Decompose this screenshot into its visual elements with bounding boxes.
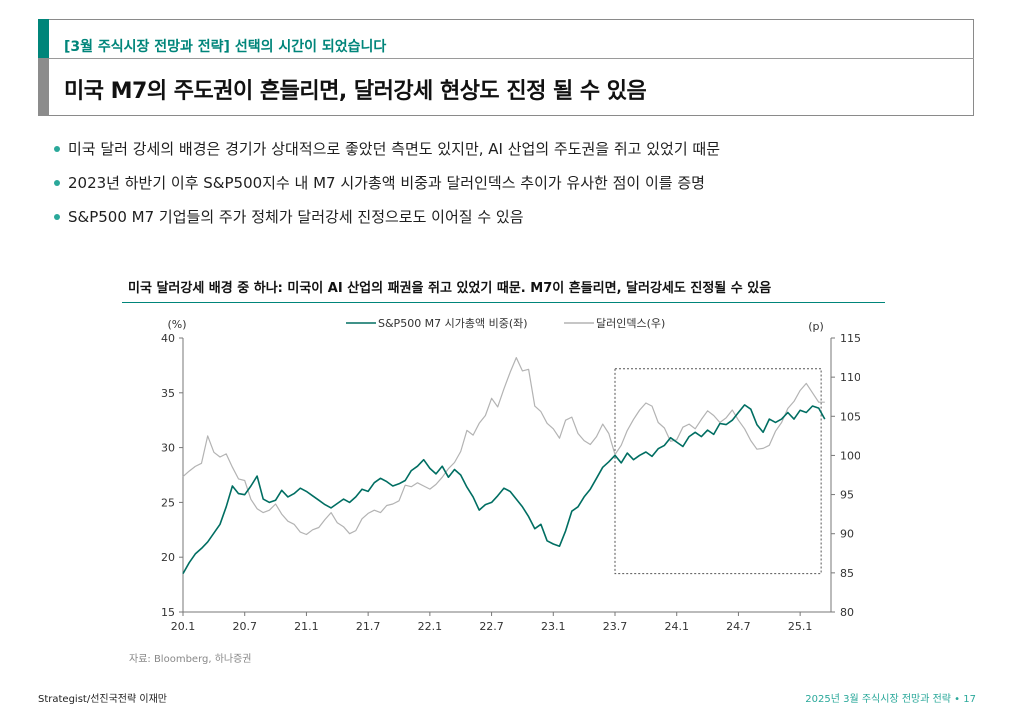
header-divider [49,58,974,59]
bullet-list: 미국 달러 강세의 배경은 경기가 상대적으로 좋았던 측면도 있지만, AI … [52,139,720,241]
y-left-tick-label: 30 [161,442,175,455]
header-box [38,19,974,116]
x-tick-label: 24.1 [664,620,689,633]
series-line-m7 [182,404,826,574]
bullet-item: S&P500 M7 기업들의 주가 정체가 달러강세 진정으로도 이어질 수 있… [52,207,720,241]
bullet-item: 2023년 하반기 이후 S&P500지수 내 M7 시가총액 비중과 달러인덱… [52,173,720,207]
x-tick-label: 20.1 [171,620,196,633]
y-right-tick-label: 90 [840,528,854,541]
y-left-tick-label: 35 [161,387,175,400]
y-right-tick-label: 95 [840,489,854,502]
header-subtitle: [3월 주식시장 전망과 전략] 선택의 시간이 되었습니다 [64,39,387,55]
chart-title-divider [122,302,885,303]
legend-label-m7: S&P500 M7 시가총액 비중(좌) [378,317,528,330]
highlight-box [614,368,822,575]
bullet-dot-icon [54,180,60,186]
x-tick-label: 20.7 [232,620,257,633]
x-tick-label: 22.1 [418,620,443,633]
y-left-unit: (%) [167,318,186,331]
y-right-tick-label: 80 [840,606,854,619]
chart-source: 자료: Bloomberg, 하나증권 [129,654,252,665]
y-right-tick-label: 100 [840,449,860,462]
footer-author: Strategist/선진국전략 이재만 [38,694,167,705]
bullet-dot-icon [54,214,60,220]
y-left-tick-label: 20 [161,551,175,564]
x-tick-label: 21.1 [294,620,319,633]
x-tick-label: 23.1 [541,620,566,633]
y-right-tick-label: 115 [840,332,860,345]
header-accent-bar [38,19,49,58]
header-accent-bar-gray [38,58,49,116]
x-tick-label: 21.7 [356,620,381,633]
x-tick-label: 22.7 [479,620,504,633]
y-left-tick-label: 15 [161,606,175,619]
y-right-tick-label: 85 [840,567,854,580]
y-right-unit: (p) [808,320,824,333]
x-tick-label: 25.1 [788,620,813,633]
chart-title: 미국 달러강세 배경 중 하나: 미국이 AI 산업의 패권을 쥐고 있었기 때… [128,281,772,296]
line-chart: 15 20 25 30 35 40 80 85 90 95 100 105 110 115 20.1 20.7… [161,317,860,633]
footer-page-info: 2025년 3월 주식시장 전망과 전략 • 17 [805,694,976,705]
bullet-dot-icon [54,146,60,152]
bullet-item: 미국 달러 강세의 배경은 경기가 상대적으로 좋았던 측면도 있지만, AI … [52,139,720,173]
legend-label-dollar-index: 달러인덱스(우) [596,317,665,330]
x-tick-label: 23.7 [603,620,628,633]
y-left-tick-label: 25 [161,496,175,509]
y-right-tick-label: 105 [840,410,860,423]
y-right-tick-label: 110 [840,371,860,384]
page-title: 미국 M7의 주도권이 흔들리면, 달러강세 현상도 진정 될 수 있음 [64,79,647,104]
x-tick-label: 24.7 [726,620,751,633]
series-line-dollar-index [182,357,825,536]
y-left-tick-label: 40 [161,332,175,345]
